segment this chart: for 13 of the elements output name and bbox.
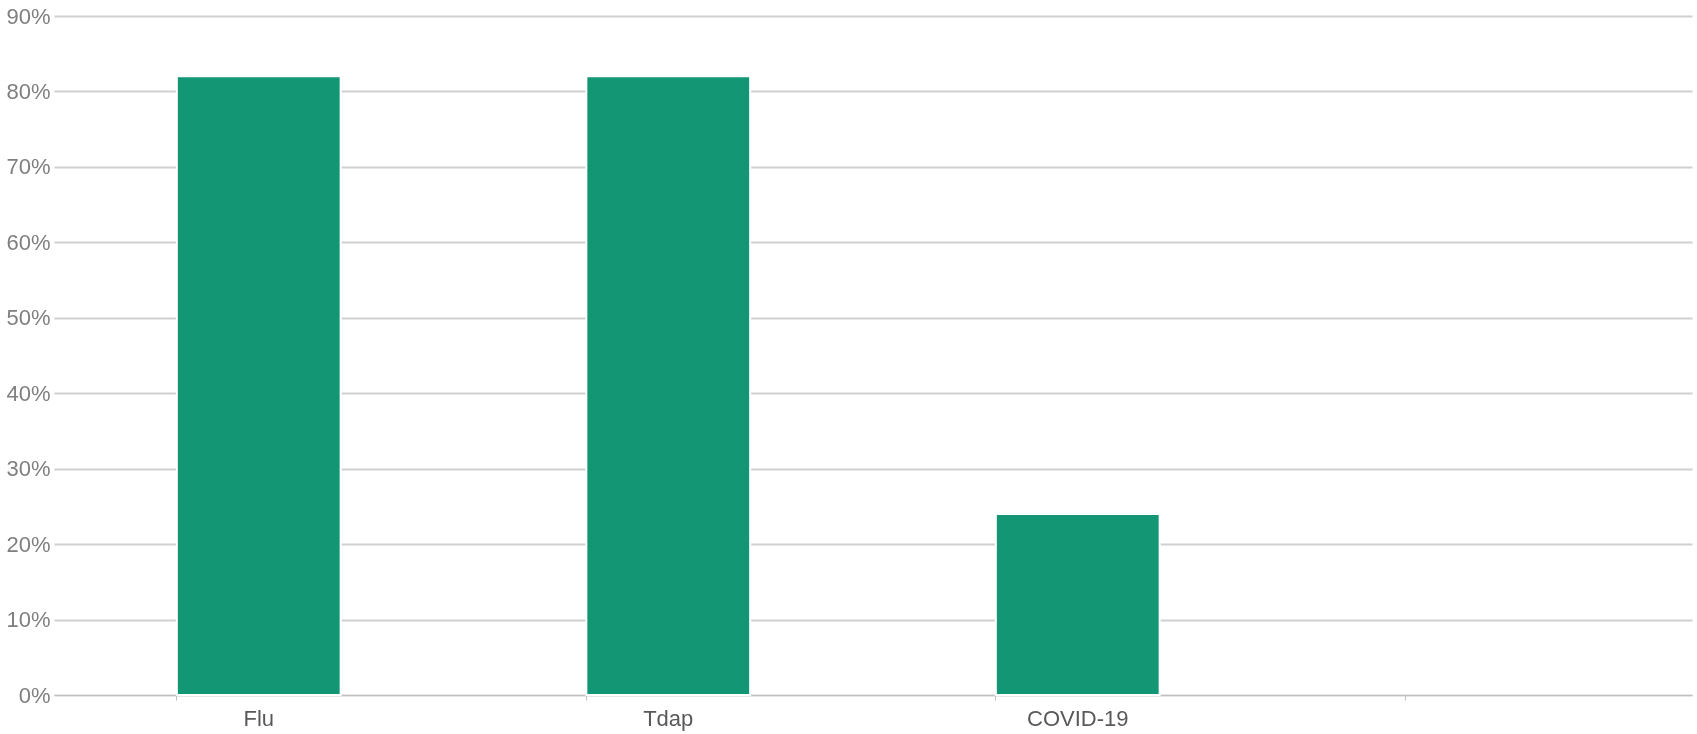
y-tick-label: 70%	[6, 154, 51, 180]
y-tick-label: 50%	[6, 305, 51, 331]
y-tick-label: 80%	[6, 78, 51, 104]
y-tick-label: 60%	[6, 229, 51, 255]
y-tick-label: 10%	[6, 607, 51, 633]
x-tick-label: Tdap	[643, 705, 694, 731]
y-tick-label: 30%	[6, 456, 51, 482]
x-tick-label: COVID-19	[1027, 705, 1129, 731]
y-tick-label: 20%	[6, 531, 51, 557]
y-tick-label: 0%	[18, 682, 51, 708]
x-tick-label: Flu	[243, 705, 275, 731]
y-tick-label: 90%	[6, 3, 51, 29]
y-tick-label: 40%	[6, 380, 51, 406]
